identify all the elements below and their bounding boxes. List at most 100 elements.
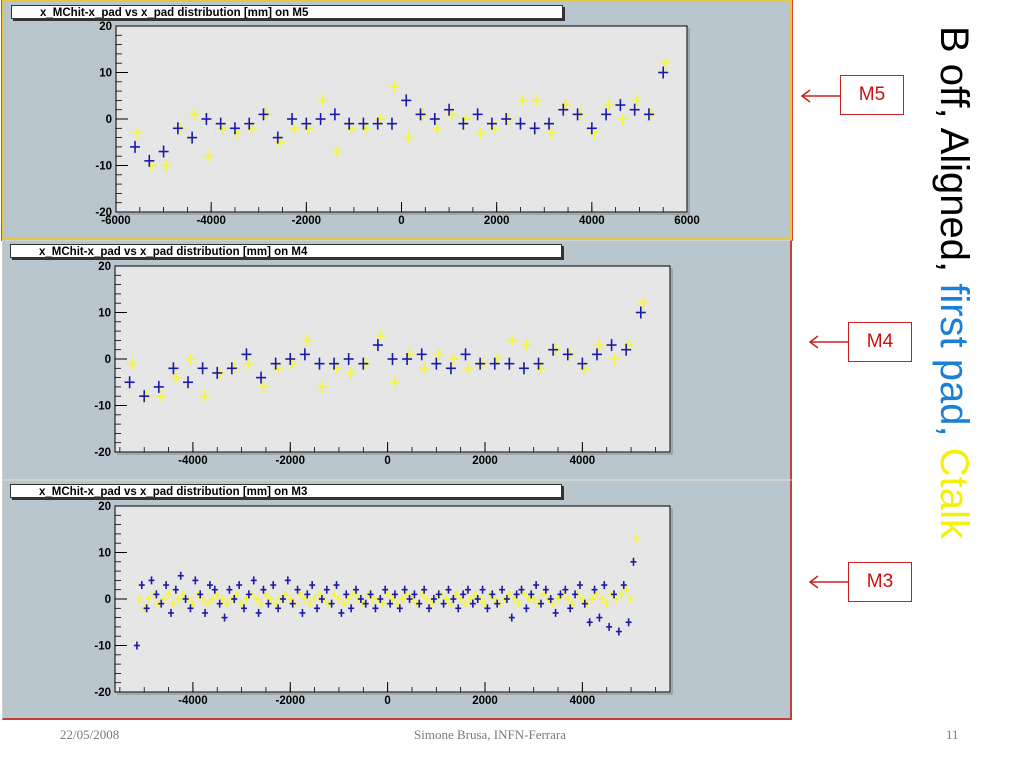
data-point — [289, 599, 296, 608]
callout-label-m3: M3 — [848, 562, 912, 602]
x-tick-label: 2000 — [472, 695, 498, 707]
data-point — [621, 343, 632, 356]
data-point — [289, 122, 300, 135]
data-point — [433, 348, 444, 361]
data-point — [491, 595, 498, 603]
x-tick-label: -2000 — [276, 695, 305, 707]
data-point — [558, 103, 569, 116]
data-point — [258, 599, 265, 608]
data-point — [127, 357, 138, 370]
data-point — [199, 595, 206, 603]
data-point — [472, 108, 483, 121]
data-point — [202, 608, 209, 617]
data-point — [382, 585, 389, 594]
data-point — [482, 599, 488, 608]
data-point — [448, 353, 459, 365]
data-point — [156, 390, 167, 403]
y-tick-label: 0 — [105, 354, 111, 366]
data-point — [530, 595, 537, 603]
data-point — [340, 599, 347, 608]
data-point — [533, 357, 544, 370]
data-point — [419, 362, 430, 375]
data-point — [450, 595, 457, 603]
data-point — [172, 122, 183, 135]
data-point — [521, 339, 532, 352]
data-point — [212, 366, 223, 379]
data-point — [396, 604, 403, 613]
y-tick-label: 20 — [98, 501, 111, 513]
data-point — [362, 599, 369, 608]
data-point — [579, 595, 586, 603]
data-point — [460, 590, 467, 599]
data-point — [506, 334, 517, 347]
data-point — [216, 599, 223, 608]
data-point — [552, 608, 559, 617]
data-point — [462, 599, 469, 608]
data-point — [256, 371, 267, 384]
data-point — [270, 581, 277, 590]
data-point — [133, 641, 140, 650]
data-point — [189, 599, 196, 608]
data-point — [542, 585, 549, 594]
series-blue — [124, 306, 646, 403]
x-tick-label: 4000 — [570, 695, 596, 707]
data-point — [603, 99, 614, 112]
data-point — [309, 581, 316, 590]
data-point — [201, 113, 212, 125]
data-point — [372, 339, 383, 352]
data-point — [632, 534, 639, 543]
data-point — [389, 80, 400, 93]
frame-shadow — [117, 268, 673, 455]
data-point — [279, 595, 286, 603]
data-point — [267, 595, 274, 603]
data-point — [387, 599, 394, 608]
data-point — [358, 357, 369, 370]
data-point — [601, 108, 612, 121]
data-point — [440, 599, 447, 608]
data-point — [189, 108, 200, 121]
data-point — [562, 348, 573, 361]
data-point — [591, 348, 602, 361]
data-point — [623, 585, 630, 594]
data-point — [253, 595, 260, 603]
data-point — [344, 117, 355, 130]
data-point — [586, 122, 597, 135]
data-point — [153, 380, 164, 393]
data-point — [219, 595, 226, 603]
data-point — [316, 590, 323, 599]
data-point — [348, 604, 355, 613]
data-point — [175, 595, 182, 603]
data-point — [620, 581, 627, 590]
data-point — [460, 348, 471, 361]
data-point — [197, 590, 204, 599]
data-point — [306, 599, 313, 608]
title-part-blue: first pad, — [932, 283, 976, 448]
x-tick-label: 0 — [398, 215, 404, 227]
y-tick-label: 0 — [106, 114, 112, 126]
data-point — [343, 590, 350, 599]
x-tick-label: 0 — [384, 695, 390, 707]
x-tick-label: -4000 — [178, 455, 207, 467]
data-point — [564, 595, 571, 603]
data-point — [635, 306, 646, 319]
data-point — [613, 595, 620, 603]
x-tick-label: -2000 — [276, 455, 305, 467]
data-point — [429, 113, 440, 125]
data-point — [209, 595, 216, 603]
data-point — [589, 595, 596, 603]
data-point — [494, 599, 501, 608]
data-point — [548, 343, 559, 356]
data-point — [467, 595, 474, 603]
x-tick-label: 4000 — [570, 455, 596, 467]
data-point — [508, 613, 515, 622]
data-point — [260, 585, 267, 594]
data-point — [338, 608, 345, 617]
y-tick-label: 10 — [99, 68, 112, 80]
data-point — [423, 595, 430, 603]
data-point — [144, 154, 155, 167]
data-point — [411, 590, 418, 599]
data-point — [615, 99, 626, 112]
data-point — [158, 599, 165, 608]
y-tick-label: 0 — [105, 594, 111, 606]
data-point — [231, 595, 238, 603]
